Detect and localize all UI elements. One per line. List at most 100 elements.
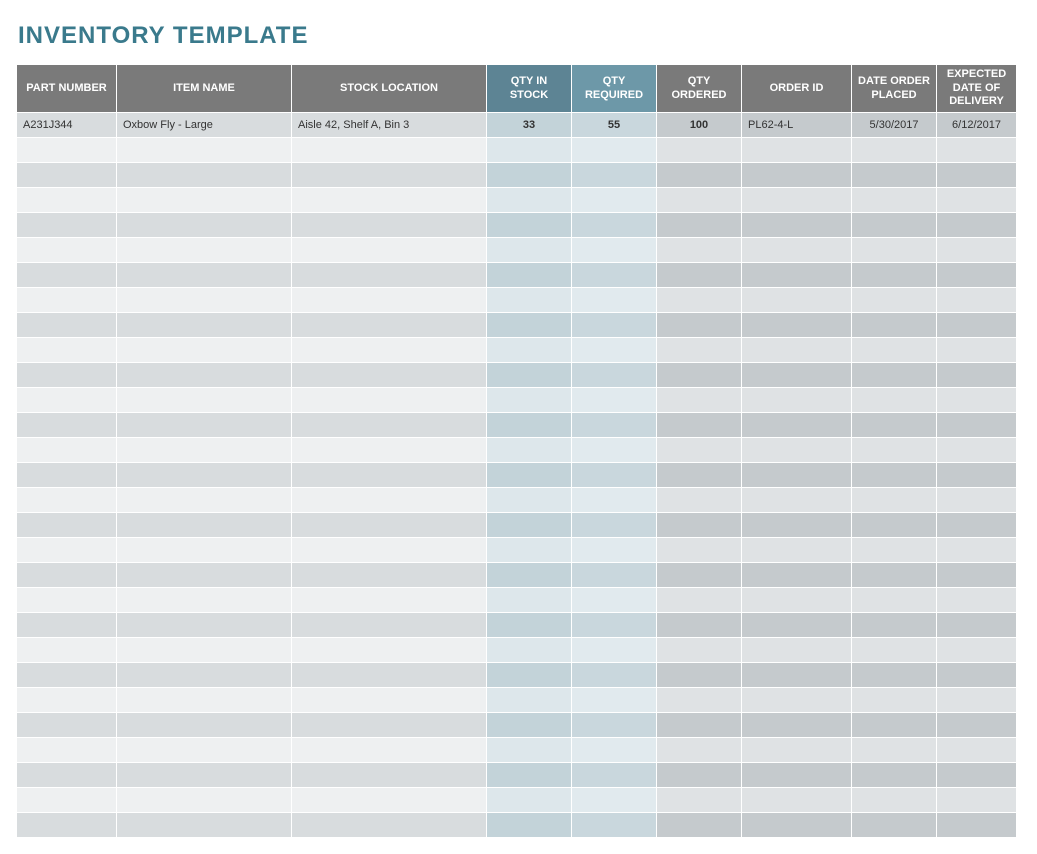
cell-item_name[interactable]	[117, 363, 292, 388]
cell-part_number[interactable]	[17, 188, 117, 213]
table-row[interactable]	[17, 738, 1017, 763]
cell-exp_delivery[interactable]	[937, 213, 1017, 238]
table-row[interactable]	[17, 213, 1017, 238]
cell-qty_stock[interactable]	[487, 263, 572, 288]
cell-qty_stock[interactable]	[487, 313, 572, 338]
cell-stock_loc[interactable]	[292, 438, 487, 463]
cell-stock_loc[interactable]	[292, 188, 487, 213]
cell-qty_stock[interactable]	[487, 663, 572, 688]
cell-qty_ord[interactable]	[657, 238, 742, 263]
cell-item_name[interactable]	[117, 438, 292, 463]
cell-exp_delivery[interactable]	[937, 188, 1017, 213]
cell-item_name[interactable]	[117, 513, 292, 538]
cell-part_number[interactable]	[17, 138, 117, 163]
cell-item_name[interactable]	[117, 763, 292, 788]
cell-date_placed[interactable]	[852, 663, 937, 688]
cell-item_name[interactable]	[117, 388, 292, 413]
cell-date_placed[interactable]	[852, 738, 937, 763]
cell-qty_stock[interactable]	[487, 388, 572, 413]
cell-qty_stock[interactable]	[487, 588, 572, 613]
cell-qty_ord[interactable]: 100	[657, 113, 742, 138]
cell-exp_delivery[interactable]	[937, 463, 1017, 488]
table-row[interactable]	[17, 338, 1017, 363]
cell-qty_req[interactable]	[572, 238, 657, 263]
cell-stock_loc[interactable]	[292, 263, 487, 288]
cell-item_name[interactable]	[117, 238, 292, 263]
cell-part_number[interactable]	[17, 513, 117, 538]
cell-part_number[interactable]	[17, 613, 117, 638]
cell-part_number[interactable]	[17, 688, 117, 713]
table-row[interactable]	[17, 788, 1017, 813]
cell-exp_delivery[interactable]	[937, 238, 1017, 263]
cell-item_name[interactable]	[117, 288, 292, 313]
cell-part_number[interactable]	[17, 563, 117, 588]
cell-item_name[interactable]	[117, 188, 292, 213]
cell-item_name[interactable]	[117, 588, 292, 613]
cell-date_placed[interactable]	[852, 313, 937, 338]
cell-qty_ord[interactable]	[657, 263, 742, 288]
cell-stock_loc[interactable]	[292, 788, 487, 813]
cell-part_number[interactable]	[17, 238, 117, 263]
cell-qty_stock[interactable]	[487, 563, 572, 588]
cell-order_id[interactable]	[742, 213, 852, 238]
cell-date_placed[interactable]	[852, 688, 937, 713]
cell-order_id[interactable]	[742, 288, 852, 313]
cell-date_placed[interactable]	[852, 263, 937, 288]
cell-stock_loc[interactable]	[292, 213, 487, 238]
cell-item_name[interactable]	[117, 338, 292, 363]
cell-exp_delivery[interactable]	[937, 813, 1017, 838]
cell-item_name[interactable]	[117, 738, 292, 763]
cell-stock_loc[interactable]	[292, 763, 487, 788]
cell-stock_loc[interactable]	[292, 663, 487, 688]
cell-stock_loc[interactable]	[292, 163, 487, 188]
cell-qty_req[interactable]	[572, 613, 657, 638]
cell-qty_ord[interactable]	[657, 613, 742, 638]
cell-order_id[interactable]	[742, 238, 852, 263]
table-row[interactable]	[17, 713, 1017, 738]
cell-exp_delivery[interactable]	[937, 263, 1017, 288]
cell-item_name[interactable]	[117, 638, 292, 663]
cell-order_id[interactable]	[742, 663, 852, 688]
cell-qty_ord[interactable]	[657, 388, 742, 413]
cell-item_name[interactable]	[117, 663, 292, 688]
cell-exp_delivery[interactable]	[937, 288, 1017, 313]
cell-qty_stock[interactable]	[487, 438, 572, 463]
cell-part_number[interactable]	[17, 788, 117, 813]
cell-stock_loc[interactable]	[292, 238, 487, 263]
cell-item_name[interactable]: Oxbow Fly - Large	[117, 113, 292, 138]
cell-item_name[interactable]	[117, 788, 292, 813]
cell-exp_delivery[interactable]	[937, 638, 1017, 663]
cell-item_name[interactable]	[117, 138, 292, 163]
table-row[interactable]	[17, 588, 1017, 613]
cell-qty_req[interactable]	[572, 488, 657, 513]
cell-exp_delivery[interactable]	[937, 563, 1017, 588]
cell-qty_ord[interactable]	[657, 213, 742, 238]
cell-qty_stock[interactable]	[487, 763, 572, 788]
cell-qty_ord[interactable]	[657, 438, 742, 463]
cell-part_number[interactable]	[17, 213, 117, 238]
cell-stock_loc[interactable]	[292, 363, 487, 388]
cell-order_id[interactable]	[742, 463, 852, 488]
cell-qty_ord[interactable]	[657, 313, 742, 338]
cell-exp_delivery[interactable]	[937, 488, 1017, 513]
cell-exp_delivery[interactable]	[937, 713, 1017, 738]
cell-order_id[interactable]	[742, 513, 852, 538]
table-row[interactable]	[17, 638, 1017, 663]
cell-qty_req[interactable]	[572, 338, 657, 363]
cell-qty_req[interactable]	[572, 138, 657, 163]
cell-qty_req[interactable]	[572, 413, 657, 438]
table-row[interactable]	[17, 613, 1017, 638]
cell-item_name[interactable]	[117, 413, 292, 438]
cell-qty_ord[interactable]	[657, 513, 742, 538]
cell-part_number[interactable]	[17, 763, 117, 788]
cell-qty_req[interactable]: 55	[572, 113, 657, 138]
cell-stock_loc[interactable]	[292, 138, 487, 163]
cell-qty_req[interactable]	[572, 813, 657, 838]
cell-qty_req[interactable]	[572, 463, 657, 488]
table-row[interactable]	[17, 388, 1017, 413]
cell-order_id[interactable]	[742, 263, 852, 288]
table-row[interactable]: A231J344Oxbow Fly - LargeAisle 42, Shelf…	[17, 113, 1017, 138]
cell-qty_req[interactable]	[572, 538, 657, 563]
cell-item_name[interactable]	[117, 488, 292, 513]
cell-stock_loc[interactable]	[292, 513, 487, 538]
